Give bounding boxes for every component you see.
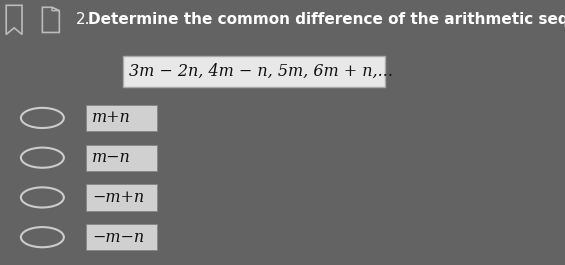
- FancyBboxPatch shape: [123, 56, 385, 87]
- Text: Determine the common difference of the arithmetic sequence: Determine the common difference of the a…: [88, 12, 565, 27]
- FancyBboxPatch shape: [86, 224, 157, 250]
- FancyBboxPatch shape: [86, 145, 157, 171]
- Text: 3m − 2n, 4m − n, 5m, 6m + n,...: 3m − 2n, 4m − n, 5m, 6m + n,...: [129, 63, 393, 80]
- FancyBboxPatch shape: [86, 184, 157, 210]
- Text: 2.: 2.: [76, 12, 91, 27]
- FancyBboxPatch shape: [86, 105, 157, 131]
- Text: −m−n: −m−n: [92, 229, 144, 246]
- Text: m−n: m−n: [92, 149, 131, 166]
- Text: −m+n: −m+n: [92, 189, 144, 206]
- Text: m+n: m+n: [92, 109, 131, 126]
